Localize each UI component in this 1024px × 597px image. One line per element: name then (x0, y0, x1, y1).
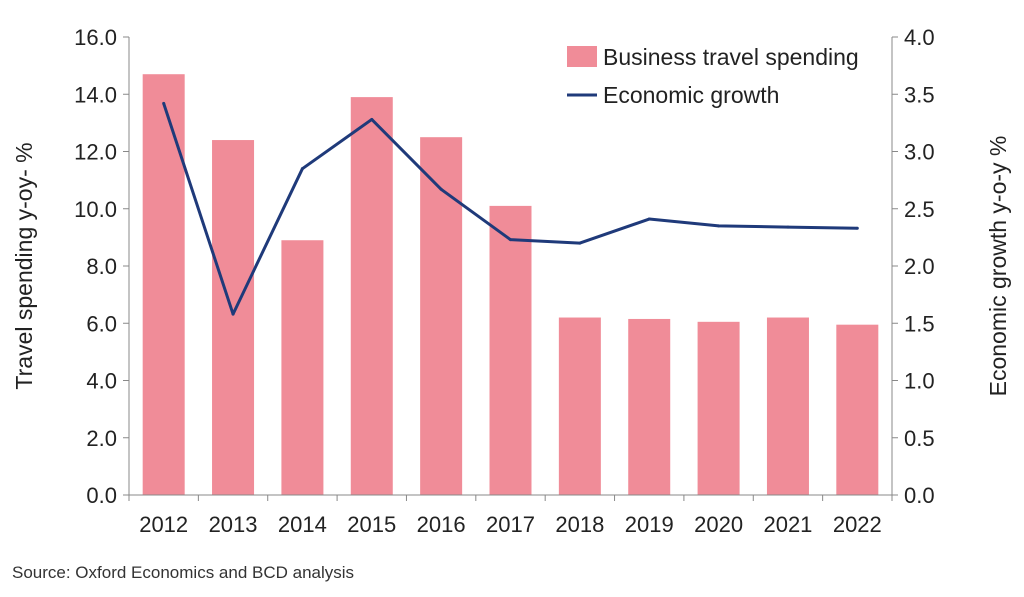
x-tick-label-2018: 2018 (555, 512, 604, 537)
left-axis-title: Travel spending y-oy- % (11, 142, 37, 389)
left-tick-label: 10.0 (74, 197, 117, 222)
x-tick-label-2012: 2012 (139, 512, 188, 537)
bar-series (142, 74, 879, 496)
right-tick-label: 2.0 (904, 254, 935, 279)
right-axis-title: Economic growth y-o-y % (985, 136, 1011, 397)
right-axis-ticks: 0.0 0.5 1.0 1.5 2.0 2.5 3.0 3.5 4.0 (892, 25, 935, 508)
x-tick-label-2014: 2014 (278, 512, 327, 537)
bar-2021 (766, 317, 809, 495)
x-tick-label-2019: 2019 (625, 512, 674, 537)
line-point-2016 (439, 187, 443, 191)
x-axis-ticks: 2012 2013 2014 2015 2016 2017 2018 2019 2020 2021… (128, 495, 893, 537)
right-tick-label: 2.5 (904, 197, 935, 222)
line-point-2021 (786, 225, 790, 229)
right-tick-label: 1.5 (904, 311, 935, 336)
line-point-2019 (647, 217, 651, 221)
right-tick-label: 1.0 (904, 369, 935, 394)
source-note: Source: Oxford Economics and BCD analysi… (12, 563, 355, 582)
bar-2019 (628, 318, 671, 495)
bar-2015 (350, 97, 393, 496)
bar-2022 (836, 324, 879, 495)
right-tick-label: 0.0 (904, 483, 935, 508)
line-point-2015 (370, 117, 374, 121)
line-point-2014 (300, 167, 304, 171)
left-tick-label: 8.0 (86, 254, 117, 279)
legend: Business travel spending Economic growth (567, 44, 859, 108)
line-series (162, 101, 859, 316)
line-point-2017 (509, 238, 512, 242)
x-tick-label-2022: 2022 (833, 512, 882, 537)
bar-2012 (142, 74, 185, 496)
right-tick-label: 3.5 (904, 82, 935, 107)
x-tick-label-2017: 2017 (486, 512, 535, 537)
bar-2014 (281, 240, 324, 495)
left-tick-label: 6.0 (86, 311, 117, 336)
bar-2013 (212, 140, 255, 496)
left-tick-label: 12.0 (74, 140, 117, 165)
left-tick-label: 2.0 (86, 426, 117, 451)
line-point-2020 (717, 224, 721, 228)
bar-2017 (489, 205, 532, 495)
left-tick-label: 4.0 (86, 369, 117, 394)
right-tick-label: 0.5 (904, 426, 935, 451)
bar-2016 (420, 137, 463, 495)
left-tick-label: 0.0 (86, 483, 117, 508)
legend-label-bar: Business travel spending (603, 44, 859, 70)
bar-2018 (558, 317, 601, 495)
x-tick-label-2013: 2013 (209, 512, 258, 537)
right-tick-label: 3.0 (904, 140, 935, 165)
x-tick-label-2016: 2016 (417, 512, 466, 537)
x-tick-label-2015: 2015 (347, 512, 396, 537)
bar-2020 (697, 321, 740, 495)
line-point-2018 (578, 241, 582, 245)
x-tick-label-2020: 2020 (694, 512, 743, 537)
legend-label-line: Economic growth (603, 82, 779, 108)
left-tick-label: 16.0 (74, 25, 117, 50)
x-tick-label-2021: 2021 (763, 512, 812, 537)
line-point-2022 (855, 226, 859, 230)
left-axis-ticks: 0.0 2.0 4.0 6.0 8.0 10.0 12.0 14.0 16.0 (74, 25, 129, 508)
line-point-2012 (162, 101, 166, 105)
legend-swatch-bar (567, 46, 597, 67)
right-tick-label: 4.0 (904, 25, 935, 50)
left-tick-label: 14.0 (74, 82, 117, 107)
line-point-2013 (231, 312, 235, 316)
